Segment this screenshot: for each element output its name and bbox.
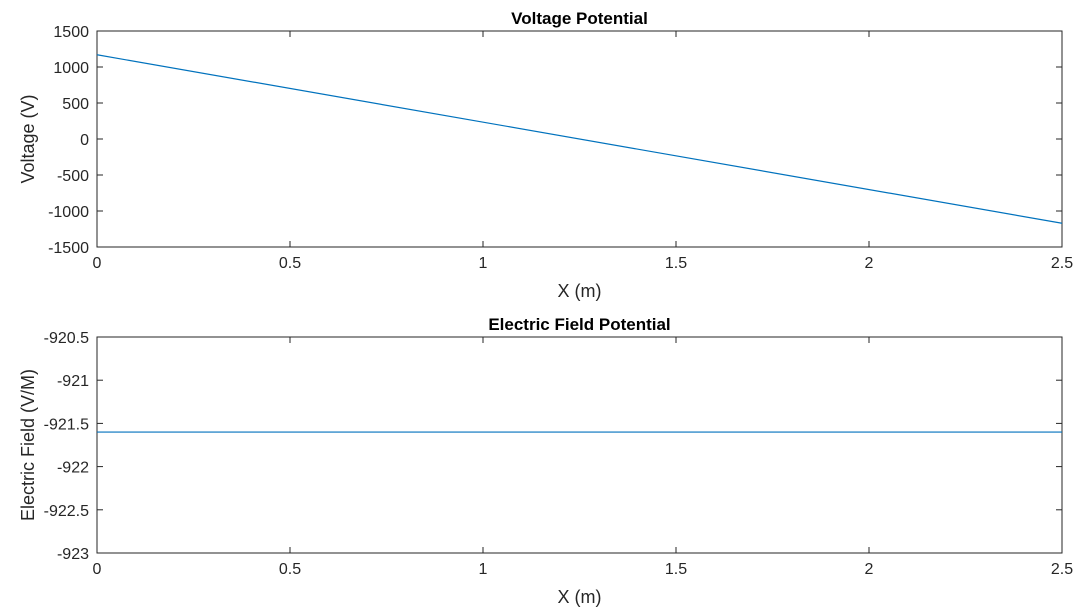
x-tick-label: 0.5 xyxy=(279,255,301,272)
y-tick-label: -1000 xyxy=(48,204,89,221)
y-tick-label: -922 xyxy=(57,460,89,477)
y-tick-label: 1500 xyxy=(53,24,89,41)
x-tick-label: 1.5 xyxy=(665,561,687,578)
x-tick-label: 2.5 xyxy=(1051,561,1073,578)
x-tick-label: 1.5 xyxy=(665,255,687,272)
y-tick-label: -921 xyxy=(57,373,89,390)
x-tick-label: 2 xyxy=(865,255,874,272)
x-tick-label: 1 xyxy=(479,255,488,272)
chart-title: Voltage Potential xyxy=(511,9,648,28)
x-axis-label: X (m) xyxy=(558,281,602,301)
x-tick-label: 2.5 xyxy=(1051,255,1073,272)
x-tick-label: 0 xyxy=(93,255,102,272)
chart-panel-2: 0 0.5 1 1.5 2 2.5 -920.5 -921 -921.5 -922 -922.5 -9… xyxy=(18,315,1073,607)
y-tick-label: 500 xyxy=(62,96,89,113)
y-tick-label: -923 xyxy=(57,546,89,563)
chart-title: Electric Field Potential xyxy=(488,315,670,334)
x-tick-label: 0.5 xyxy=(279,561,301,578)
y-tick-label: 1000 xyxy=(53,60,89,77)
y-tick-label: -922.5 xyxy=(44,503,89,520)
y-axis-label: Voltage (V) xyxy=(18,94,38,183)
axes-frame xyxy=(96,336,1063,554)
y-tick-label: 0 xyxy=(80,132,89,149)
x-axis-label: X (m) xyxy=(558,587,602,607)
y-tick-label: -1500 xyxy=(48,240,89,257)
series-line-1 xyxy=(96,54,1063,224)
x-tick-label: 1 xyxy=(479,561,488,578)
x-tick-label: 2 xyxy=(865,561,874,578)
y-tick-label: -500 xyxy=(57,168,89,185)
x-tick-label: 0 xyxy=(93,561,102,578)
y-tick-label: -921.5 xyxy=(44,416,89,433)
chart-panel-1: 0 0.5 1 1.5 2 2.5 1500 1000 500 0 -500 -1000 -1500 Vo… xyxy=(18,9,1073,301)
y-tick-label: -920.5 xyxy=(44,330,89,347)
y-axis-label: Electric Field (V/M) xyxy=(18,369,38,521)
